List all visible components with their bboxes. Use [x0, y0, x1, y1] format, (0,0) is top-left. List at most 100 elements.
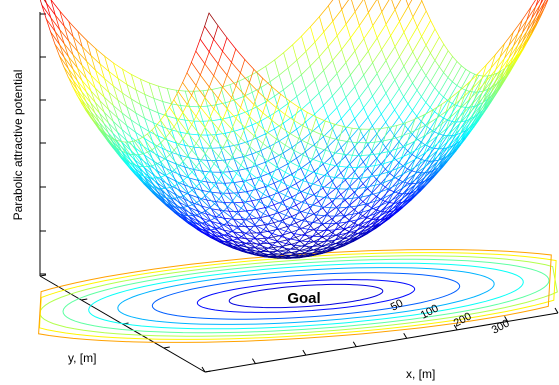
mesh-line-u	[292, 35, 302, 46]
mesh-line-v	[196, 181, 202, 187]
mesh-line-u	[205, 210, 215, 219]
mesh-line-u	[326, 248, 336, 253]
mesh-line-v	[339, 215, 345, 224]
mesh-line-v	[268, 252, 274, 255]
mesh-line-u	[500, 71, 510, 86]
mesh-line-u	[313, 207, 324, 215]
mesh-line-v	[280, 114, 286, 128]
mesh-line-u	[486, 88, 497, 103]
mesh-line-v	[210, 221, 216, 229]
mesh-line-v	[104, 55, 110, 72]
mesh-line-u	[117, 131, 127, 141]
mesh-line-v	[345, 23, 351, 39]
mesh-line-u	[412, 0, 423, 18]
mesh-line-u	[393, 181, 404, 193]
mesh-line-v	[165, 203, 171, 210]
mesh-line-v	[407, 41, 414, 53]
mesh-line-u	[379, 216, 390, 223]
mesh-line-u	[220, 171, 230, 173]
mesh-line-v	[465, 68, 471, 73]
mesh-line-v	[320, 175, 326, 187]
mesh-line-u	[278, 163, 288, 170]
mesh-line-u	[434, 72, 444, 89]
mesh-line-u	[303, 202, 313, 206]
mesh-line-u	[250, 248, 260, 253]
mesh-line-v	[269, 172, 275, 184]
contour-line	[39, 255, 558, 337]
mesh-line-v	[175, 89, 181, 106]
mesh-line-v	[363, 74, 369, 87]
mesh-line-u	[269, 192, 279, 197]
mesh-line-u	[289, 186, 300, 191]
mesh-line-v	[343, 221, 349, 229]
mesh-line-u	[363, 25, 374, 40]
mesh-line-v	[182, 131, 188, 140]
mesh-line-v	[398, 116, 404, 124]
mesh-line-v	[191, 85, 197, 96]
mesh-line-v	[231, 48, 237, 63]
mesh-line-u	[410, 163, 421, 171]
mesh-line-v	[90, 55, 96, 71]
mesh-line-u	[325, 229, 336, 231]
mesh-line-u	[531, 16, 541, 33]
mesh-line-v	[385, 60, 391, 72]
mesh-line-u	[401, 132, 411, 137]
mesh-line-u	[312, 251, 323, 254]
mesh-line-v	[281, 243, 287, 248]
mesh-line-u	[161, 196, 171, 206]
mesh-line-u	[450, 108, 461, 118]
mesh-line-v	[192, 202, 199, 212]
mesh-line-v	[117, 131, 123, 143]
mesh-line-v	[425, 10, 431, 21]
mesh-line-u	[490, 69, 501, 83]
mesh-line-v	[310, 26, 316, 43]
mesh-line-v	[41, 4, 47, 20]
mesh-line-u	[213, 137, 224, 149]
mesh-line-v	[267, 149, 273, 162]
mesh-line-v	[432, 150, 438, 161]
mesh-line-u	[329, 164, 340, 167]
mesh-line-u	[184, 145, 195, 148]
mesh-line-v	[384, 186, 390, 191]
mesh-line-v	[152, 174, 158, 184]
mesh-line-u	[72, 86, 82, 100]
mesh-line-v	[307, 204, 313, 214]
mesh-line-v	[205, 220, 211, 223]
mesh-line-v	[161, 197, 167, 205]
contour-line	[38, 252, 557, 340]
mesh-line-u	[374, 182, 385, 186]
mesh-line-u	[381, 70, 391, 85]
mesh-line-u	[384, 214, 394, 222]
mesh-line-u	[428, 150, 438, 159]
mesh-line-v	[307, 130, 313, 144]
mesh-line-v	[200, 195, 206, 200]
mesh-line-v	[178, 180, 184, 184]
mesh-line-v	[249, 68, 255, 84]
mesh-line-u	[419, 157, 429, 165]
mesh-line-v	[235, 107, 241, 119]
mesh-line-u	[316, 173, 326, 177]
mesh-line-v	[305, 51, 311, 67]
mesh-line-v	[393, 176, 399, 181]
mesh-line-u	[169, 154, 180, 167]
mesh-line-u	[349, 196, 359, 206]
mesh-line-u	[459, 99, 470, 110]
mesh-line-u	[213, 75, 224, 88]
mesh-line-u	[104, 78, 114, 87]
mesh-line-u	[340, 108, 351, 119]
mesh-line-v	[120, 156, 127, 161]
mesh-line-v	[112, 146, 118, 153]
mesh-line-v	[278, 140, 284, 154]
mesh-line-u	[290, 238, 300, 242]
mesh-line-u	[195, 85, 206, 98]
mesh-line-u	[338, 206, 349, 209]
mesh-line-u	[262, 143, 273, 151]
mesh-line-u	[222, 118, 233, 130]
mesh-line-u	[264, 157, 275, 163]
mesh-line-u	[195, 142, 206, 155]
mesh-line-v	[391, 0, 396, 10]
mesh-line-u	[166, 88, 177, 91]
mesh-line-v	[318, 56, 324, 71]
mesh-line-u	[323, 60, 333, 71]
contour-label: 100	[419, 302, 441, 321]
